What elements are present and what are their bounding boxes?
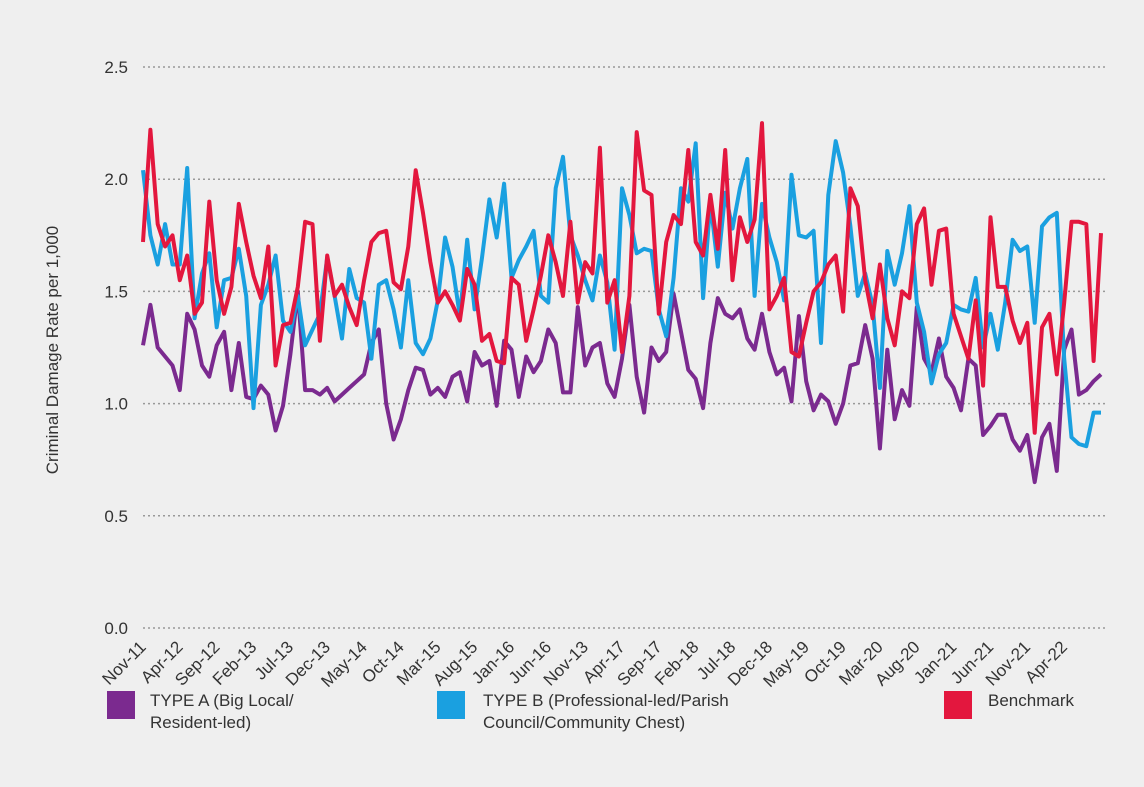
y-tick-label: 1.5 (104, 282, 128, 301)
series-line (141, 121, 1103, 435)
y-tick-label: 0.5 (104, 507, 128, 526)
y-tick-label: 0.0 (104, 619, 128, 638)
x-tick-label: Nov-11 (99, 637, 150, 688)
legend-swatch (107, 691, 135, 719)
y-tick-label: 2.5 (104, 58, 128, 77)
legend-label: Benchmark (988, 691, 1074, 710)
legend-label: TYPE A (Big Local/ Resident-led) (150, 691, 294, 732)
legend-label: TYPE B (Professional-led/Parish Council/… (483, 691, 729, 732)
legend-swatch (437, 691, 465, 719)
x-tick-label: Apr-22 (1021, 637, 1071, 687)
y-tick-label: 1.0 (104, 395, 128, 414)
y-tick-label: 2.0 (104, 170, 128, 189)
y-axis-label: Criminal Damage Rate per 1,000 (43, 226, 62, 475)
legend-swatch (944, 691, 972, 719)
series-line (141, 139, 1101, 449)
